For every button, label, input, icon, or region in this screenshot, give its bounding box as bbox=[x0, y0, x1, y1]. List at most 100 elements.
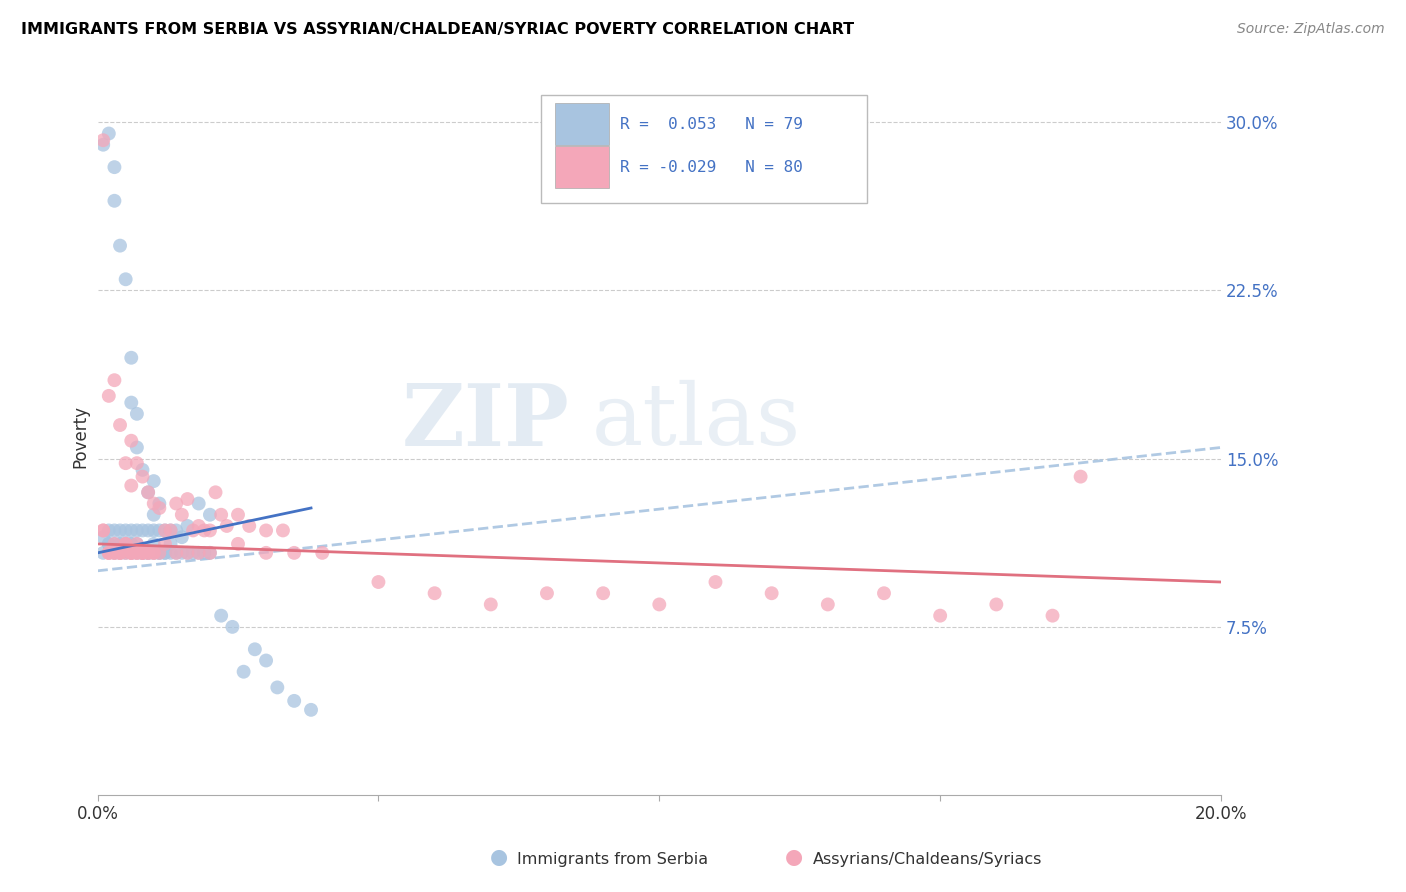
Text: Immigrants from Serbia: Immigrants from Serbia bbox=[517, 852, 709, 867]
Point bbox=[136, 546, 159, 560]
Point bbox=[97, 537, 120, 551]
Point bbox=[114, 546, 136, 560]
Point bbox=[103, 524, 125, 538]
Point bbox=[187, 519, 209, 533]
Text: ZIP: ZIP bbox=[402, 380, 569, 464]
Point bbox=[103, 537, 125, 551]
Point bbox=[142, 524, 165, 538]
Point bbox=[148, 501, 170, 516]
Point bbox=[215, 519, 238, 533]
Point bbox=[125, 546, 148, 560]
Point bbox=[254, 546, 277, 560]
Point bbox=[125, 546, 148, 560]
Point bbox=[165, 546, 187, 560]
Point bbox=[91, 133, 114, 147]
Point bbox=[125, 524, 148, 538]
Point bbox=[125, 407, 148, 421]
Point bbox=[103, 546, 125, 560]
Point bbox=[648, 598, 671, 612]
Point bbox=[254, 653, 277, 667]
Point bbox=[170, 508, 193, 522]
Point bbox=[873, 586, 896, 600]
Point bbox=[142, 508, 165, 522]
Point bbox=[226, 508, 249, 522]
Point bbox=[91, 524, 114, 538]
Point bbox=[153, 524, 176, 538]
Point bbox=[114, 537, 136, 551]
Point bbox=[108, 418, 131, 433]
Point bbox=[120, 395, 142, 409]
Y-axis label: Poverty: Poverty bbox=[72, 405, 89, 467]
Point bbox=[159, 546, 181, 560]
Text: Assyrians/Chaldeans/Syriacs: Assyrians/Chaldeans/Syriacs bbox=[813, 852, 1042, 867]
Point bbox=[114, 524, 136, 538]
Point bbox=[136, 546, 159, 560]
Point bbox=[198, 546, 221, 560]
Point bbox=[131, 546, 153, 560]
Point bbox=[97, 546, 120, 560]
Point bbox=[125, 546, 148, 560]
Point bbox=[238, 519, 260, 533]
Point bbox=[170, 546, 193, 560]
Point bbox=[142, 546, 165, 560]
Point bbox=[153, 537, 176, 551]
Point bbox=[125, 537, 148, 551]
Point bbox=[187, 496, 209, 510]
Point bbox=[423, 586, 446, 600]
Point bbox=[176, 546, 198, 560]
Point bbox=[136, 485, 159, 500]
Point bbox=[181, 546, 204, 560]
Text: R = -0.029   N = 80: R = -0.029 N = 80 bbox=[620, 160, 803, 175]
Point bbox=[91, 530, 114, 544]
Point bbox=[131, 463, 153, 477]
Point bbox=[97, 546, 120, 560]
Point bbox=[299, 703, 322, 717]
Point bbox=[283, 546, 305, 560]
Point bbox=[120, 546, 142, 560]
Point bbox=[271, 524, 294, 538]
Point bbox=[148, 546, 170, 560]
Point bbox=[193, 524, 215, 538]
Point bbox=[103, 194, 125, 208]
Point bbox=[120, 434, 142, 448]
Point bbox=[120, 546, 142, 560]
Point bbox=[1070, 469, 1092, 483]
Point bbox=[367, 574, 389, 589]
Point bbox=[131, 469, 153, 483]
Point bbox=[136, 524, 159, 538]
Point bbox=[131, 546, 153, 560]
Point bbox=[103, 373, 125, 387]
FancyBboxPatch shape bbox=[555, 146, 609, 188]
Point bbox=[120, 524, 142, 538]
Point bbox=[125, 537, 148, 551]
Point bbox=[120, 546, 142, 560]
Text: Source: ZipAtlas.com: Source: ZipAtlas.com bbox=[1237, 22, 1385, 37]
Point bbox=[120, 546, 142, 560]
Point bbox=[761, 586, 783, 600]
Point bbox=[592, 586, 614, 600]
Point bbox=[153, 546, 176, 560]
Point bbox=[198, 524, 221, 538]
Point bbox=[198, 546, 221, 560]
Point bbox=[131, 546, 153, 560]
Point bbox=[108, 537, 131, 551]
Point bbox=[97, 537, 120, 551]
Point bbox=[125, 456, 148, 470]
Point bbox=[986, 598, 1008, 612]
FancyBboxPatch shape bbox=[541, 95, 868, 203]
Point bbox=[187, 546, 209, 560]
Point bbox=[120, 537, 142, 551]
Point bbox=[243, 642, 266, 657]
Point bbox=[283, 694, 305, 708]
Point bbox=[108, 546, 131, 560]
Point bbox=[165, 546, 187, 560]
Text: ●: ● bbox=[786, 847, 803, 867]
Point bbox=[1042, 608, 1064, 623]
Point bbox=[204, 485, 226, 500]
Point bbox=[232, 665, 254, 679]
Point bbox=[536, 586, 558, 600]
Point bbox=[170, 530, 193, 544]
Point bbox=[108, 524, 131, 538]
Point bbox=[114, 546, 136, 560]
Point bbox=[125, 441, 148, 455]
